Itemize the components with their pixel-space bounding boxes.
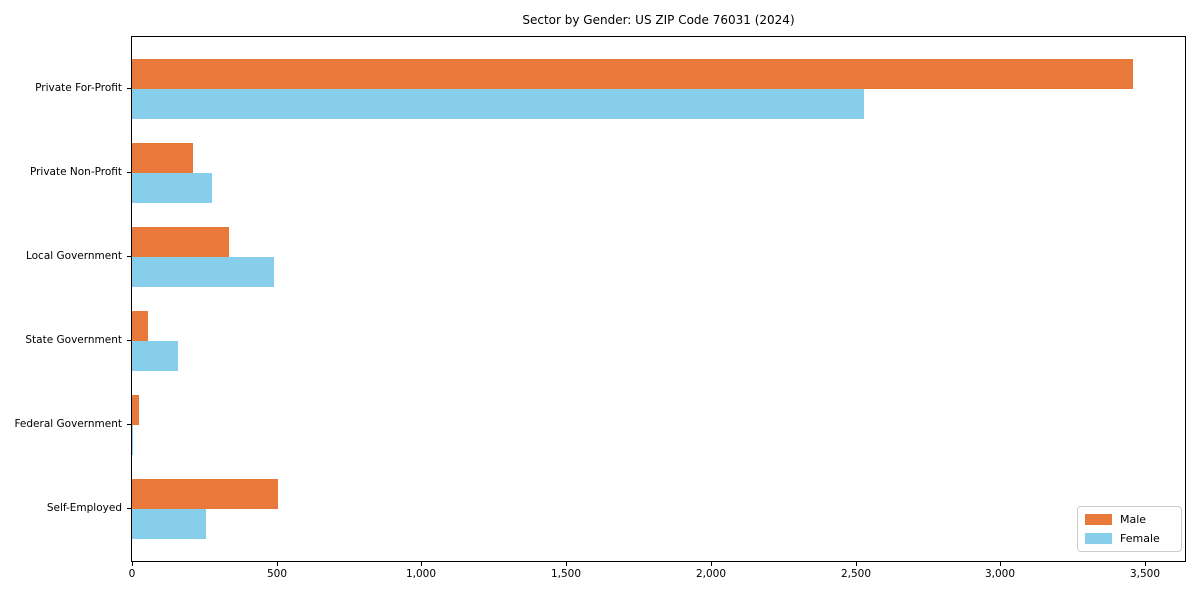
legend-label-male: Male (1120, 513, 1147, 526)
bar-male-2 (132, 143, 193, 173)
bar-female-3 (132, 257, 274, 287)
legend-swatch-male-icon (1085, 514, 1112, 525)
chart-title: Sector by Gender: US ZIP Code 76031 (202… (522, 13, 795, 27)
y-tick (127, 172, 131, 173)
y-tick-label: Federal Government (14, 418, 122, 430)
legend-item-female: Female (1085, 532, 1173, 545)
x-tick-label: 1,500 (550, 568, 582, 580)
legend-label-female: Female (1120, 532, 1160, 545)
bar-male-1 (132, 59, 1133, 89)
y-tick-label: Private Non-Profit (29, 166, 122, 178)
x-tick (711, 562, 712, 566)
bar-male-3 (132, 227, 229, 257)
bar-female-1 (132, 89, 864, 119)
x-tick (1000, 562, 1001, 566)
y-tick (127, 88, 131, 89)
y-tick (127, 424, 131, 425)
x-tick (856, 562, 857, 566)
y-tick (127, 340, 131, 341)
x-tick (566, 562, 567, 566)
bar-female-2 (132, 173, 212, 203)
x-tick-label: 0 (128, 568, 136, 580)
y-tick-label: Self-Employed (46, 502, 122, 514)
x-tick (1145, 562, 1146, 566)
bar-male-5 (132, 395, 139, 425)
bar-male-4 (132, 311, 148, 341)
x-tick-label: 3,500 (1129, 568, 1161, 580)
x-tick (277, 562, 278, 566)
y-tick-label: Private For-Profit (35, 82, 122, 94)
legend: Male Female (1077, 506, 1182, 552)
y-tick (127, 508, 131, 509)
legend-swatch-female-icon (1085, 533, 1112, 544)
x-tick-label: 2,500 (840, 568, 872, 580)
plot-area: Male Female (131, 36, 1186, 562)
x-tick-label: 2,000 (695, 568, 727, 580)
x-tick-label: 500 (266, 568, 288, 580)
y-tick (127, 256, 131, 257)
y-tick-label: State Government (25, 334, 122, 346)
x-tick-label: 3,000 (984, 568, 1016, 580)
bar-female-5 (132, 425, 133, 455)
x-tick (132, 562, 133, 566)
x-tick (421, 562, 422, 566)
bar-male-6 (132, 479, 278, 509)
bar-female-4 (132, 341, 178, 371)
legend-item-male: Male (1085, 513, 1173, 526)
y-tick-label: Local Government (25, 250, 122, 262)
x-tick-label: 1,000 (405, 568, 437, 580)
bar-female-6 (132, 509, 206, 539)
